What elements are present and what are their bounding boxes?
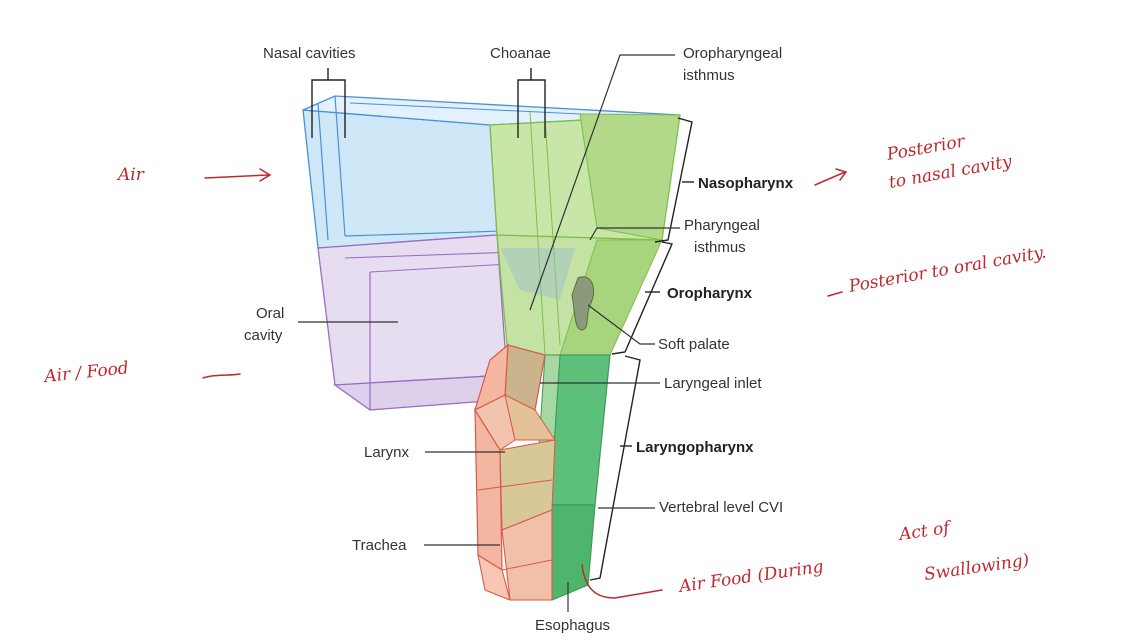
arrow-air bbox=[204, 168, 272, 182]
arrow-air-food bbox=[202, 373, 241, 379]
label-laryngopharynx: Laryngopharynx bbox=[636, 439, 754, 456]
note-air-food: Air / Food bbox=[41, 358, 129, 387]
label-vertebral-level: Vertebral level CVI bbox=[659, 499, 783, 516]
label-nasopharynx: Nasopharynx bbox=[698, 175, 794, 192]
label-oropharyngeal-isthmus-line2: isthmus bbox=[683, 67, 735, 84]
label-nasal-cavities: Nasal cavities bbox=[263, 45, 356, 62]
label-larynx: Larynx bbox=[364, 444, 410, 461]
label-choanae: Choanae bbox=[490, 45, 551, 62]
larynx-trachea-block bbox=[474, 343, 556, 601]
arrow-nasopharynx-note bbox=[814, 168, 848, 186]
label-pharyngeal-isthmus-line1: Pharyngeal bbox=[684, 217, 760, 234]
note-air: Air bbox=[116, 165, 145, 185]
leader-lines bbox=[298, 54, 680, 612]
note-swallow-line3: Swallowing) bbox=[923, 550, 1031, 585]
note-nasopharynx-line1: Posterior bbox=[884, 131, 967, 165]
oral-cavity-block bbox=[317, 234, 576, 411]
note-swallow-line1: Air Food (During bbox=[676, 557, 825, 597]
label-oral-cavity-line1: Oral bbox=[256, 305, 284, 322]
arrow-oropharynx-note bbox=[827, 291, 843, 297]
label-oral-cavity-line2: cavity bbox=[244, 327, 283, 344]
brackets bbox=[311, 68, 694, 581]
note-oropharynx: Posterior to oral cavity. bbox=[846, 242, 1047, 297]
label-oropharyngeal-isthmus-line1: Oropharyngeal bbox=[683, 45, 782, 62]
label-laryngeal-inlet: Laryngeal inlet bbox=[664, 375, 762, 392]
note-swallow-line2: Act of bbox=[896, 518, 954, 545]
label-soft-palate: Soft palate bbox=[658, 336, 730, 353]
arrow-swallow-note bbox=[581, 564, 663, 599]
label-oropharynx: Oropharynx bbox=[667, 285, 753, 302]
label-esophagus: Esophagus bbox=[535, 617, 610, 634]
label-pharyngeal-isthmus-line2: isthmus bbox=[694, 239, 746, 256]
pharynx-block bbox=[489, 111, 681, 356]
label-trachea: Trachea bbox=[352, 537, 407, 554]
soft-palate-shape bbox=[571, 276, 594, 331]
